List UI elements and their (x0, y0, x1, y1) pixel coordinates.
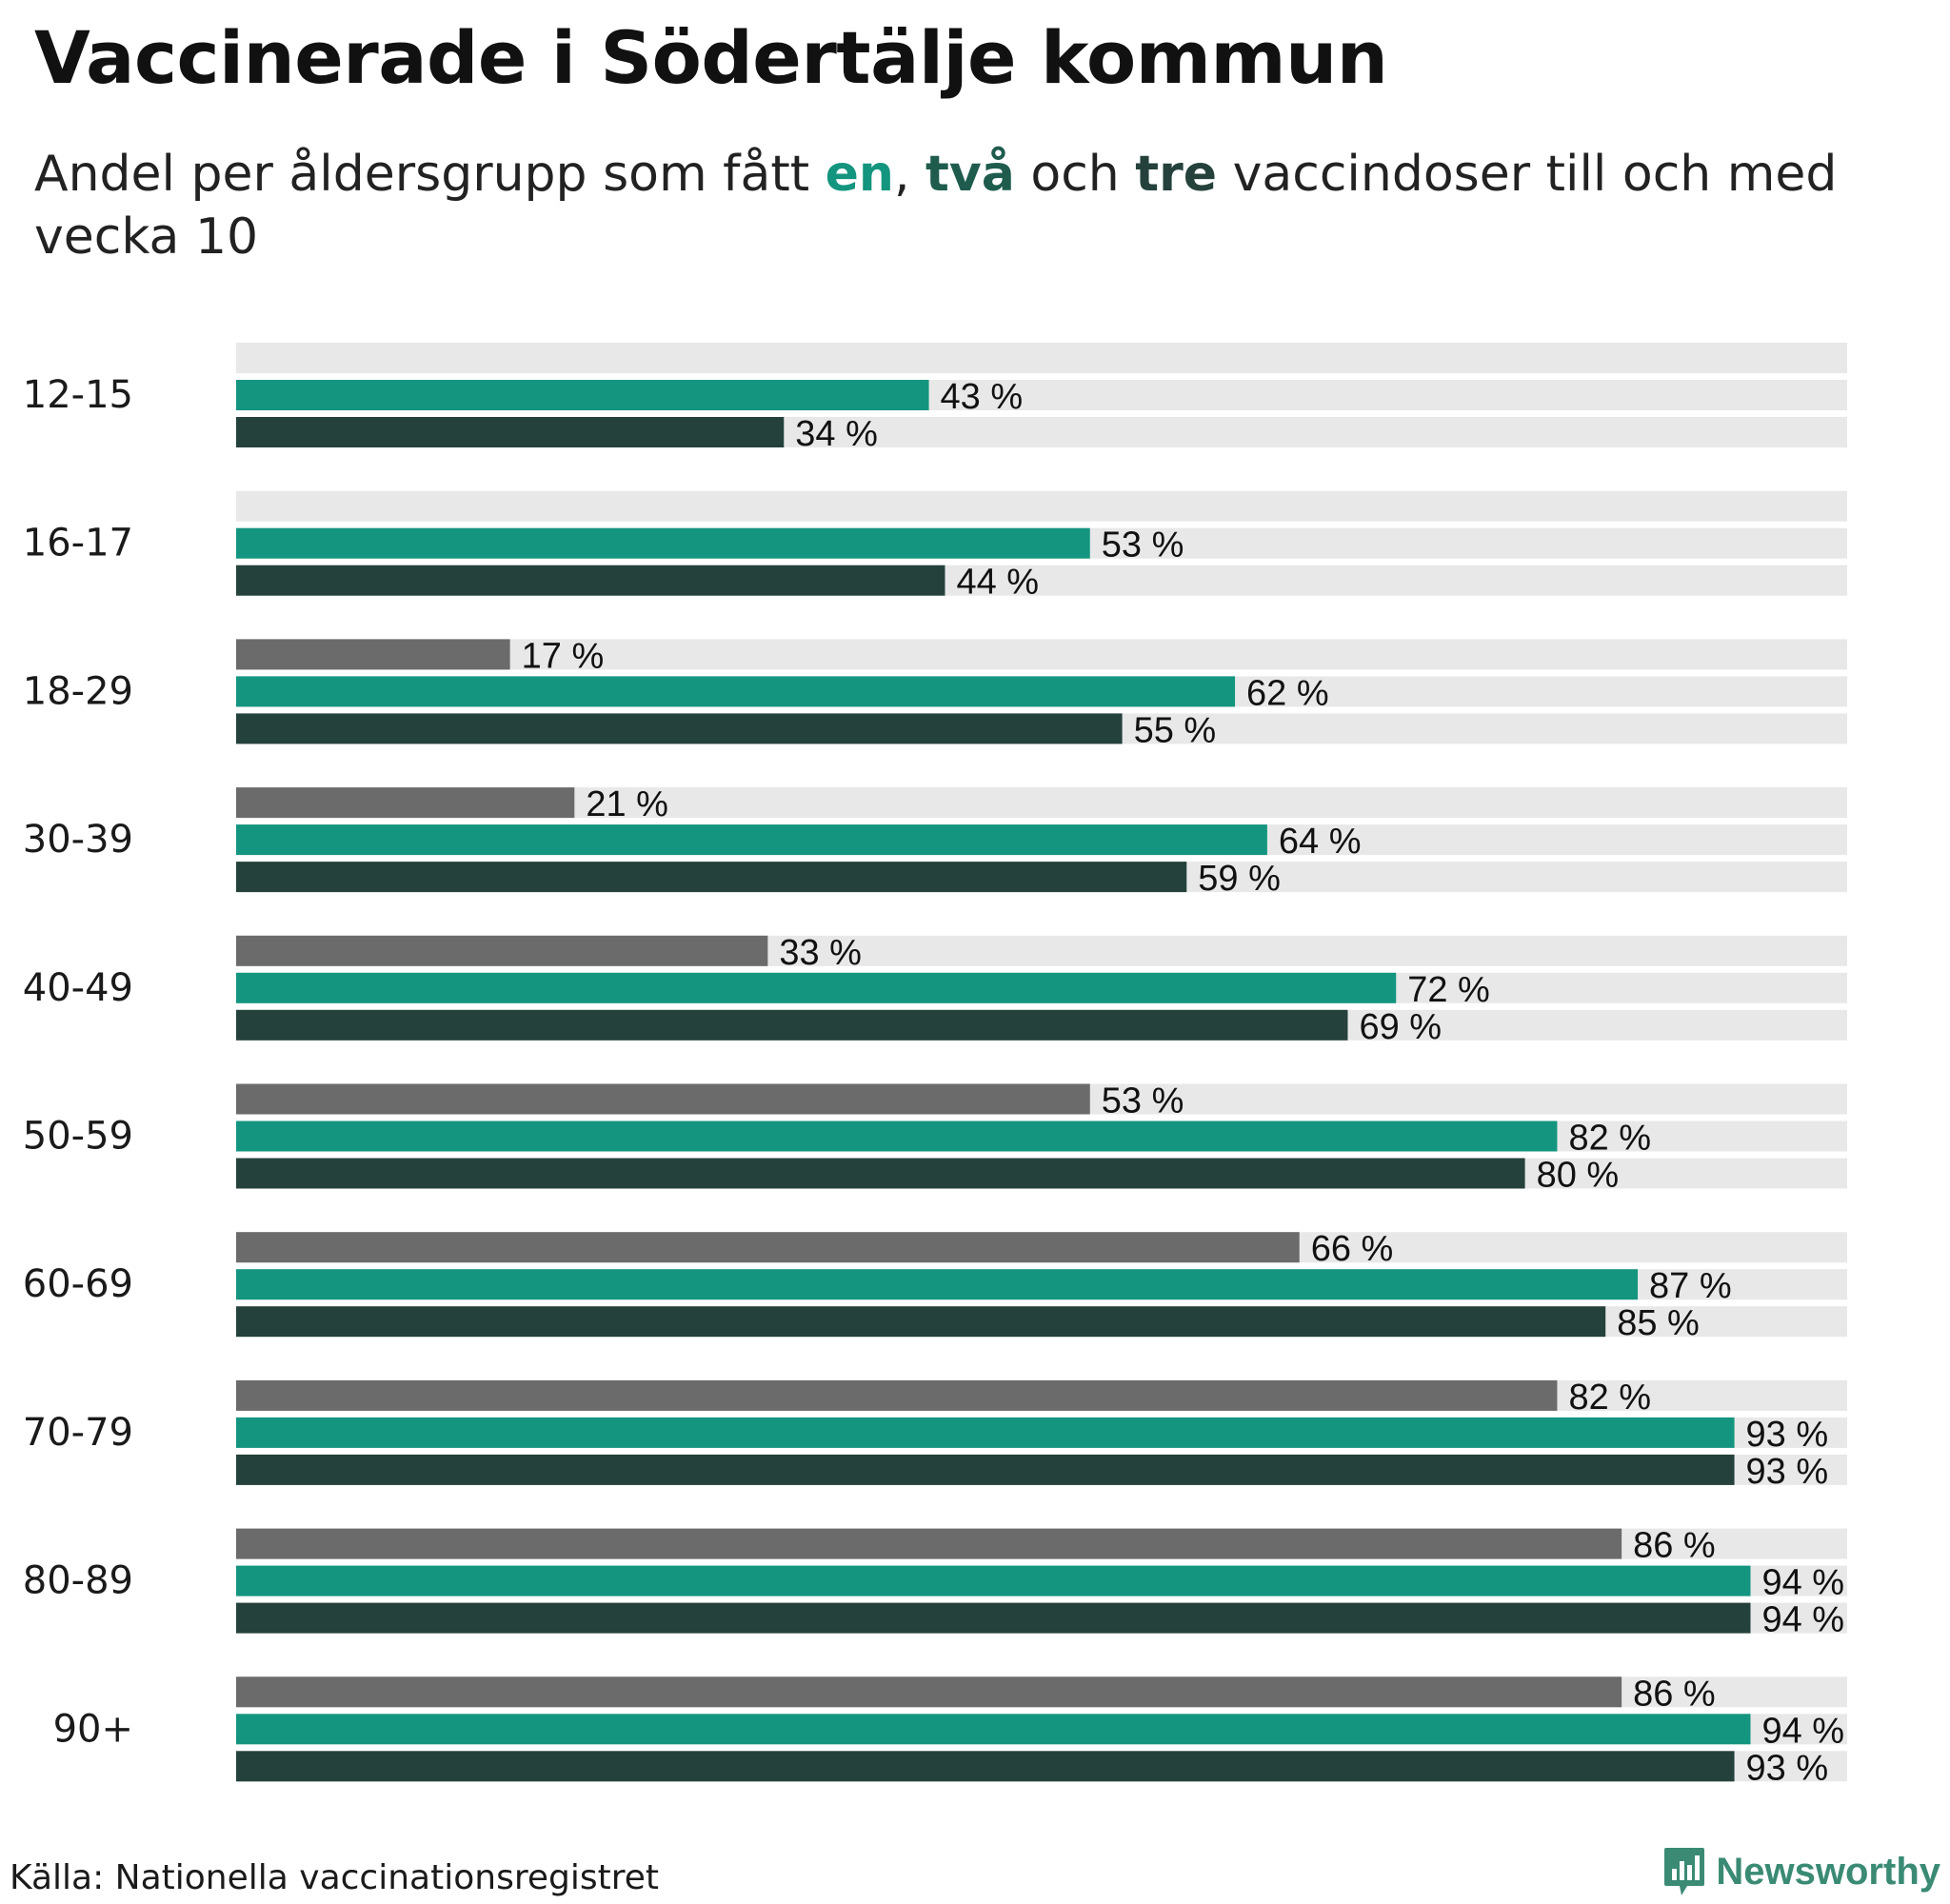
bar-en (236, 1714, 1751, 1745)
data-label: 64 % (1279, 822, 1362, 862)
subtitle-key-tre: tre (1135, 146, 1218, 203)
bar-track (236, 343, 1847, 373)
bar-track (236, 490, 1847, 522)
bar-en (236, 527, 1090, 559)
bar-två (236, 713, 1123, 744)
bar-tre (236, 935, 768, 966)
data-label: 69 % (1359, 1007, 1442, 1047)
subtitle-separator: , (893, 146, 926, 203)
data-label: 94 % (1761, 1600, 1844, 1640)
age-group-40-49: 40-49 33 % 72 %69 % (23, 933, 1847, 1047)
data-label: 53 % (1102, 1081, 1184, 1121)
data-label: 94 % (1761, 1563, 1844, 1603)
bar-två (236, 1306, 1606, 1338)
bar-tre (236, 787, 575, 819)
data-label: 93 % (1746, 1415, 1829, 1455)
y-tick-label: 40-49 (23, 966, 133, 1010)
bar-två (236, 565, 945, 596)
data-label: 85 % (1617, 1303, 1700, 1343)
data-label: 33 % (779, 933, 862, 973)
subtitle-text: Andel per åldersgrupp som fått (34, 146, 826, 203)
age-group-18-29: 18-29 17 % 62 % 55 % (23, 636, 1847, 750)
y-tick-label: 12-15 (23, 373, 133, 417)
subtitle-key-en: en (825, 146, 894, 203)
data-label: 21 % (586, 784, 668, 824)
bar-två (236, 1009, 1348, 1041)
bar-en (236, 1269, 1639, 1300)
bar-två (236, 417, 785, 447)
data-label: 34 % (795, 414, 878, 454)
newsworthy-logo: Newsworthy (1662, 1843, 1940, 1900)
newsworthy-bar-chart-icon (1664, 1848, 1705, 1895)
age-group-16-17: 16-17 53 % 44 % (23, 490, 1847, 603)
data-label: 72 % (1407, 970, 1490, 1010)
data-label: 62 % (1246, 673, 1329, 713)
data-label: 86 % (1633, 1674, 1716, 1714)
age-group-12-15: 12-15 43 % 34 % (23, 343, 1847, 454)
bar-en (236, 380, 929, 410)
bar-en (236, 676, 1236, 707)
bar-en (236, 1417, 1735, 1448)
data-label: 94 % (1761, 1711, 1844, 1751)
chart-title: Vaccinerade i Södertälje kommun (34, 15, 1388, 100)
bar-två (236, 862, 1187, 893)
data-label: 17 % (522, 636, 605, 676)
age-group-30-39: 30-39 21 % 64 %59 % (23, 784, 1847, 899)
bar-en (236, 972, 1397, 1003)
y-tick-label: 60-69 (23, 1262, 133, 1306)
newsworthy-logo-text: Newsworthy (1716, 1850, 1940, 1893)
subtitle-key-tva: två (925, 146, 1015, 203)
bar-två (236, 1602, 1751, 1634)
y-tick-label: 70-79 (23, 1411, 133, 1455)
age-group-70-79: 70-79 82 % 93 %93 % (23, 1378, 1847, 1492)
subtitle-text-end: vaccindoser till och med vecka 10 (34, 146, 1838, 266)
y-tick-label: 16-17 (23, 522, 133, 565)
bar-tre (236, 1379, 1558, 1411)
y-tick-label: 80-89 (23, 1559, 133, 1603)
data-label: 93 % (1746, 1748, 1829, 1788)
data-label: 80 % (1537, 1156, 1620, 1196)
data-label: 43 % (941, 377, 1024, 417)
bar-två (236, 1454, 1735, 1485)
data-label: 59 % (1198, 859, 1281, 899)
bar-tre (236, 1676, 1622, 1708)
age-group-90plus: 90+ 86 % 94 %93 % (53, 1674, 1847, 1788)
y-tick-label: 90+ (53, 1707, 133, 1751)
chart-subtitle: Andel per åldersgrupp som fått en, två o… (34, 143, 1881, 268)
data-label: 44 % (956, 563, 1039, 603)
bar-en (236, 1565, 1751, 1597)
bar-två (236, 1751, 1735, 1782)
age-group-50-59: 50-59 53 % 82 %80 % (23, 1081, 1847, 1196)
y-tick-label: 30-39 (23, 818, 133, 862)
data-label: 86 % (1633, 1526, 1716, 1566)
age-group-60-69: 60-69 66 % 87 %85 % (23, 1229, 1847, 1343)
data-label: 53 % (1102, 526, 1184, 565)
y-tick-label: 50-59 (23, 1115, 133, 1159)
bar-tre (236, 1083, 1090, 1115)
bar-två (236, 1158, 1525, 1189)
data-label: 93 % (1746, 1452, 1829, 1492)
bar-chart: 12-15 43 % 34 % 16-17 53 % 44 % 18-29 17 % 62 % 5… (23, 343, 1847, 1788)
subtitle-text-mid: och (1014, 146, 1136, 203)
bar-tre (236, 1232, 1300, 1263)
data-label: 82 % (1568, 1378, 1651, 1418)
data-label: 66 % (1311, 1229, 1394, 1269)
data-label: 82 % (1568, 1119, 1651, 1159)
bar-tre (236, 1528, 1622, 1559)
y-tick-label: 18-29 (23, 669, 133, 713)
data-label: 55 % (1134, 710, 1217, 750)
source-note: Källa: Nationella vaccinationsregistret (10, 1858, 659, 1897)
bar-en (236, 824, 1267, 856)
bar-en (236, 1121, 1558, 1152)
bar-tre (236, 639, 510, 670)
data-label: 87 % (1649, 1266, 1732, 1306)
age-group-80-89: 80-89 86 % 94 %94 % (23, 1526, 1847, 1640)
